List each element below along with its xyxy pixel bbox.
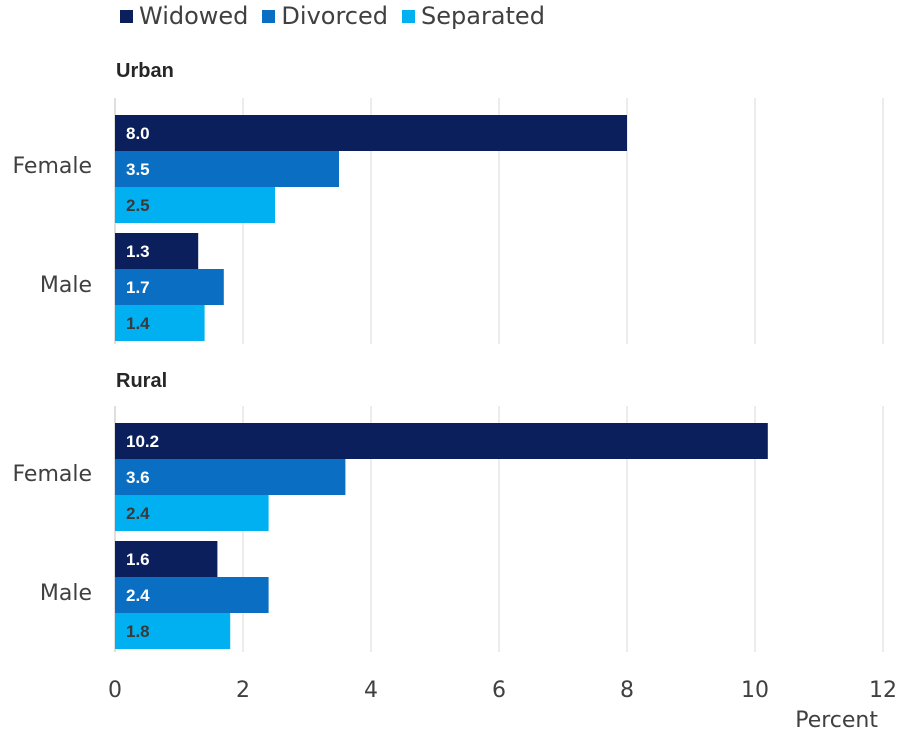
- legend-item-separated: Separated: [402, 2, 545, 30]
- bar-urban-male-separated: [115, 305, 205, 341]
- data-label-rural-male-divorced: 2.4: [126, 586, 150, 605]
- data-label-rural-male-separated: 1.8: [126, 622, 150, 641]
- bar-rural-male-separated: [115, 613, 231, 649]
- data-label-urban-female-widowed: 8.0: [126, 124, 150, 143]
- legend-label-divorced: Divorced: [281, 2, 388, 30]
- data-label-rural-male-widowed: 1.6: [126, 550, 150, 569]
- x-tick-label-6: 6: [492, 678, 506, 703]
- data-label-rural-female-separated: 2.4: [126, 504, 150, 523]
- panel-title-urban: Urban: [116, 60, 174, 82]
- x-tick-label-12: 12: [869, 678, 897, 703]
- x-axis-title: Percent: [795, 708, 878, 733]
- x-tick-label-2: 2: [236, 678, 250, 703]
- data-label-rural-female-divorced: 3.6: [126, 468, 150, 487]
- data-label-urban-male-widowed: 1.3: [126, 242, 150, 261]
- x-tick-label-8: 8: [620, 678, 634, 703]
- data-label-urban-female-divorced: 3.5: [126, 160, 150, 179]
- bar-urban-female-widowed: [115, 115, 627, 151]
- category-label-urban-male: Male: [39, 273, 92, 298]
- x-tick-label-10: 10: [741, 678, 769, 703]
- legend-swatch-separated: [402, 9, 415, 23]
- legend-label-separated: Separated: [421, 2, 545, 30]
- bar-rural-female-widowed: [115, 423, 768, 459]
- category-label-rural-male: Male: [39, 581, 92, 606]
- bar-rural-male-widowed: [115, 541, 218, 577]
- x-tick-label-0: 0: [108, 678, 122, 703]
- legend-item-widowed: Widowed: [120, 2, 248, 30]
- data-label-urban-female-separated: 2.5: [126, 196, 150, 215]
- bar-urban-male-divorced: [115, 269, 224, 305]
- bar-urban-female-divorced: [115, 151, 339, 187]
- legend-label-widowed: Widowed: [139, 2, 249, 30]
- data-label-urban-male-divorced: 1.7: [126, 278, 150, 297]
- bar-rural-female-separated: [115, 495, 269, 531]
- category-label-urban-female: Female: [12, 154, 92, 179]
- bar-urban-male-widowed: [115, 233, 199, 269]
- bar-rural-female-divorced: [115, 459, 346, 495]
- x-tick-label-4: 4: [364, 678, 378, 703]
- data-label-urban-male-separated: 1.4: [126, 314, 150, 333]
- bar-urban-female-separated: [115, 187, 275, 223]
- legend-swatch-widowed: [120, 9, 133, 23]
- bar-rural-male-divorced: [115, 577, 269, 613]
- category-label-rural-female: Female: [12, 462, 92, 487]
- panel-title-rural: Rural: [116, 370, 168, 392]
- legend-swatch-divorced: [262, 9, 276, 23]
- data-label-rural-female-widowed: 10.2: [126, 432, 159, 451]
- legend-item-divorced: Divorced: [262, 2, 388, 30]
- legend: Widowed Divorced Separated: [120, 2, 545, 30]
